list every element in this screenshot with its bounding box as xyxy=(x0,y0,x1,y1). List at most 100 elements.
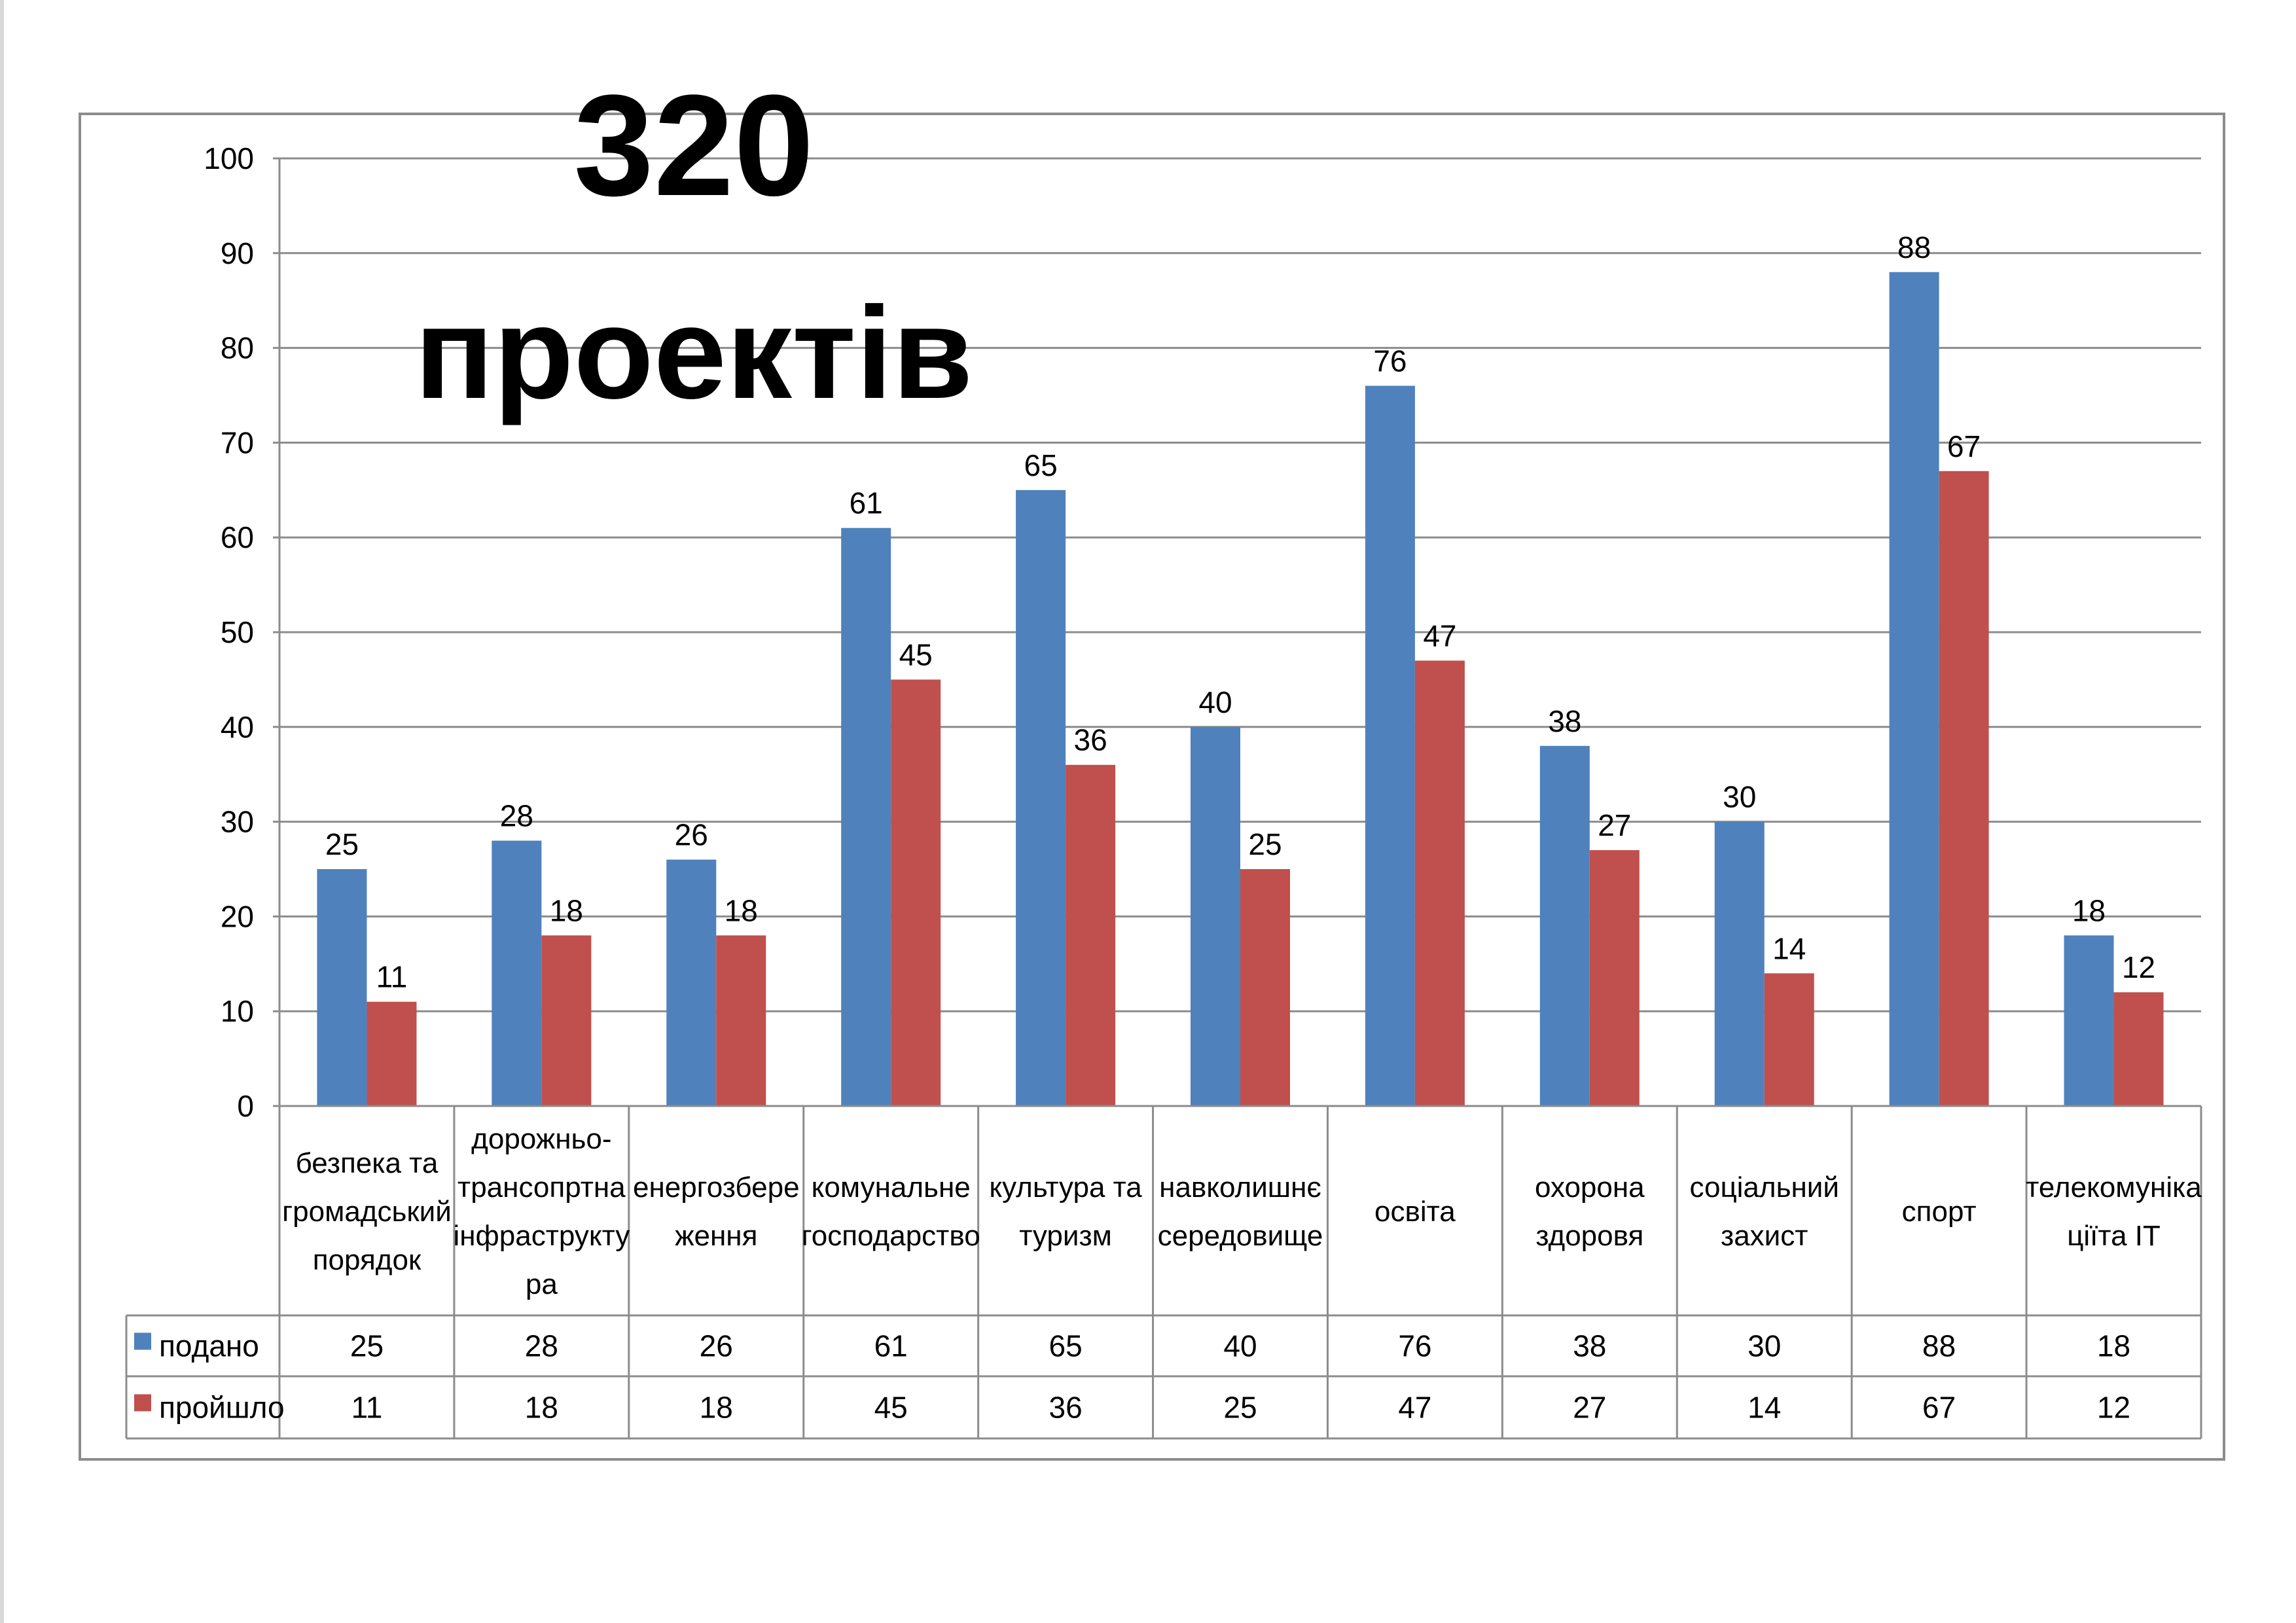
y-tick-label: 20 xyxy=(221,899,254,933)
category-label: безпека та xyxy=(296,1147,439,1179)
bar-proishlo xyxy=(1414,660,1465,1106)
table-cell-proishlo: 45 xyxy=(874,1391,908,1425)
category-label: навколишнє xyxy=(1159,1171,1321,1204)
data-label-proishlo: 47 xyxy=(1423,618,1456,652)
data-label-podano: 88 xyxy=(1897,230,1931,264)
bar-proishlo xyxy=(1589,850,1640,1106)
bar-proishlo xyxy=(891,679,941,1106)
y-tick-label: 80 xyxy=(221,331,254,365)
bar-podano xyxy=(317,869,367,1106)
table-cell-proishlo: 14 xyxy=(1748,1391,1781,1425)
data-label-podano: 76 xyxy=(1373,344,1407,378)
category-label: трансопртна xyxy=(457,1171,626,1204)
data-label-proishlo: 18 xyxy=(725,893,758,927)
bar-proishlo xyxy=(1240,869,1290,1106)
bar-podano xyxy=(492,840,542,1106)
bar-podano xyxy=(841,527,891,1106)
table-cell-proishlo: 27 xyxy=(1573,1391,1606,1425)
data-label-podano: 40 xyxy=(1198,685,1232,719)
data-label-podano: 25 xyxy=(325,827,359,861)
chart-title: 320 проектів xyxy=(415,65,973,426)
category-label: освіта xyxy=(1374,1196,1456,1228)
table-cell-proishlo: 47 xyxy=(1398,1391,1431,1425)
category-label: ціїта ІТ xyxy=(2067,1220,2161,1252)
data-label-proishlo: 27 xyxy=(1598,808,1631,842)
data-label-proishlo: 36 xyxy=(1074,723,1107,757)
table-cell-podano: 28 xyxy=(525,1329,558,1363)
data-label-podano: 38 xyxy=(1548,704,1581,738)
bar-podano xyxy=(1016,490,1066,1106)
legend-label-podano: подано xyxy=(159,1329,259,1363)
bar-proishlo xyxy=(716,935,766,1106)
data-label-podano: 30 xyxy=(1723,780,1756,814)
data-label-proishlo: 11 xyxy=(376,960,408,994)
category-label: охорона xyxy=(1535,1171,1645,1204)
data-label-podano: 26 xyxy=(675,818,708,852)
category-label: середовище xyxy=(1158,1220,1323,1252)
table-cell-podano: 76 xyxy=(1398,1329,1431,1363)
y-tick-label: 100 xyxy=(204,141,254,175)
category-label: енергозбере xyxy=(633,1171,800,1204)
bar-proishlo xyxy=(1066,764,1116,1106)
table-cell-proishlo: 18 xyxy=(525,1391,558,1425)
category-label: телекомуніка xyxy=(2026,1171,2202,1204)
y-tick-label: 60 xyxy=(221,520,254,554)
table-cell-proishlo: 67 xyxy=(1922,1391,1956,1425)
bar-podano xyxy=(1539,745,1590,1106)
table-cell-podano: 26 xyxy=(700,1329,733,1363)
bar-proishlo xyxy=(1939,471,1989,1106)
category-label: господарство xyxy=(802,1220,980,1252)
table-cell-podano: 30 xyxy=(1748,1329,1781,1363)
title-line-2: проектів xyxy=(415,280,973,426)
category-label: ження xyxy=(675,1220,757,1252)
data-label-podano: 65 xyxy=(1024,448,1058,482)
legend-label-proishlo: пройшло xyxy=(159,1391,285,1425)
table-cell-proishlo: 36 xyxy=(1049,1391,1083,1425)
table-cell-proishlo: 12 xyxy=(2097,1391,2130,1425)
data-label-podano: 28 xyxy=(500,799,533,833)
bar-proishlo xyxy=(2113,992,2164,1106)
data-label-proishlo: 67 xyxy=(1947,429,1981,463)
category-label: соціальний xyxy=(1689,1171,1839,1204)
y-tick-label: 70 xyxy=(221,425,254,459)
table-cell-podano: 18 xyxy=(2097,1329,2130,1363)
bar-podano xyxy=(1889,272,1939,1106)
bar-podano xyxy=(1714,821,1765,1106)
category-label: туризм xyxy=(1019,1220,1112,1252)
bar-podano xyxy=(666,859,717,1106)
data-label-proishlo: 12 xyxy=(2122,950,2155,984)
y-tick-label: 40 xyxy=(221,710,254,744)
legend-key-proishlo xyxy=(134,1394,151,1412)
data-label-proishlo: 45 xyxy=(899,637,933,671)
bar-proishlo xyxy=(367,1001,417,1106)
category-label: здоровя xyxy=(1535,1220,1643,1252)
table-cell-podano: 40 xyxy=(1223,1329,1257,1363)
data-label-podano: 61 xyxy=(850,486,883,520)
data-labels: 25 11 28 18 26 18 61 45 65 36 40 25 76 47 38 27 30 14 88 67… xyxy=(325,230,2155,994)
category-label: дорожньо- xyxy=(471,1123,611,1155)
table-cell-proishlo: 18 xyxy=(700,1391,733,1425)
table-cell-podano: 25 xyxy=(350,1329,384,1363)
category-label: ра xyxy=(526,1268,558,1300)
category-label: громадський xyxy=(282,1196,452,1228)
y-tick-label: 50 xyxy=(221,615,254,649)
bars xyxy=(317,272,2164,1106)
data-label-proishlo: 18 xyxy=(550,893,583,927)
data-table: безпека та громадський порядок дорожньо-тра… xyxy=(125,1105,2202,1440)
y-tick-label: 10 xyxy=(221,994,254,1028)
data-label-podano: 18 xyxy=(2072,893,2106,927)
bar-podano xyxy=(2064,935,2114,1106)
y-axis-ticks: 0 10 20 30 40 50 60 70 80 90 100 xyxy=(204,141,254,1123)
table-cell-podano: 38 xyxy=(1573,1329,1606,1363)
category-label: культура та xyxy=(989,1171,1142,1204)
bar-podano xyxy=(1191,726,1240,1106)
legend-key-podano xyxy=(134,1332,151,1350)
table-cell-podano: 65 xyxy=(1049,1329,1083,1363)
category-label: захист xyxy=(1721,1220,1808,1252)
category-label: комунальне xyxy=(812,1171,971,1204)
table-cell-proishlo: 25 xyxy=(1223,1391,1257,1425)
page-edge xyxy=(0,0,4,1623)
category-label: інфраструкту xyxy=(453,1220,630,1252)
bar-proishlo xyxy=(1764,973,1814,1106)
chart-frame xyxy=(79,113,2225,1461)
